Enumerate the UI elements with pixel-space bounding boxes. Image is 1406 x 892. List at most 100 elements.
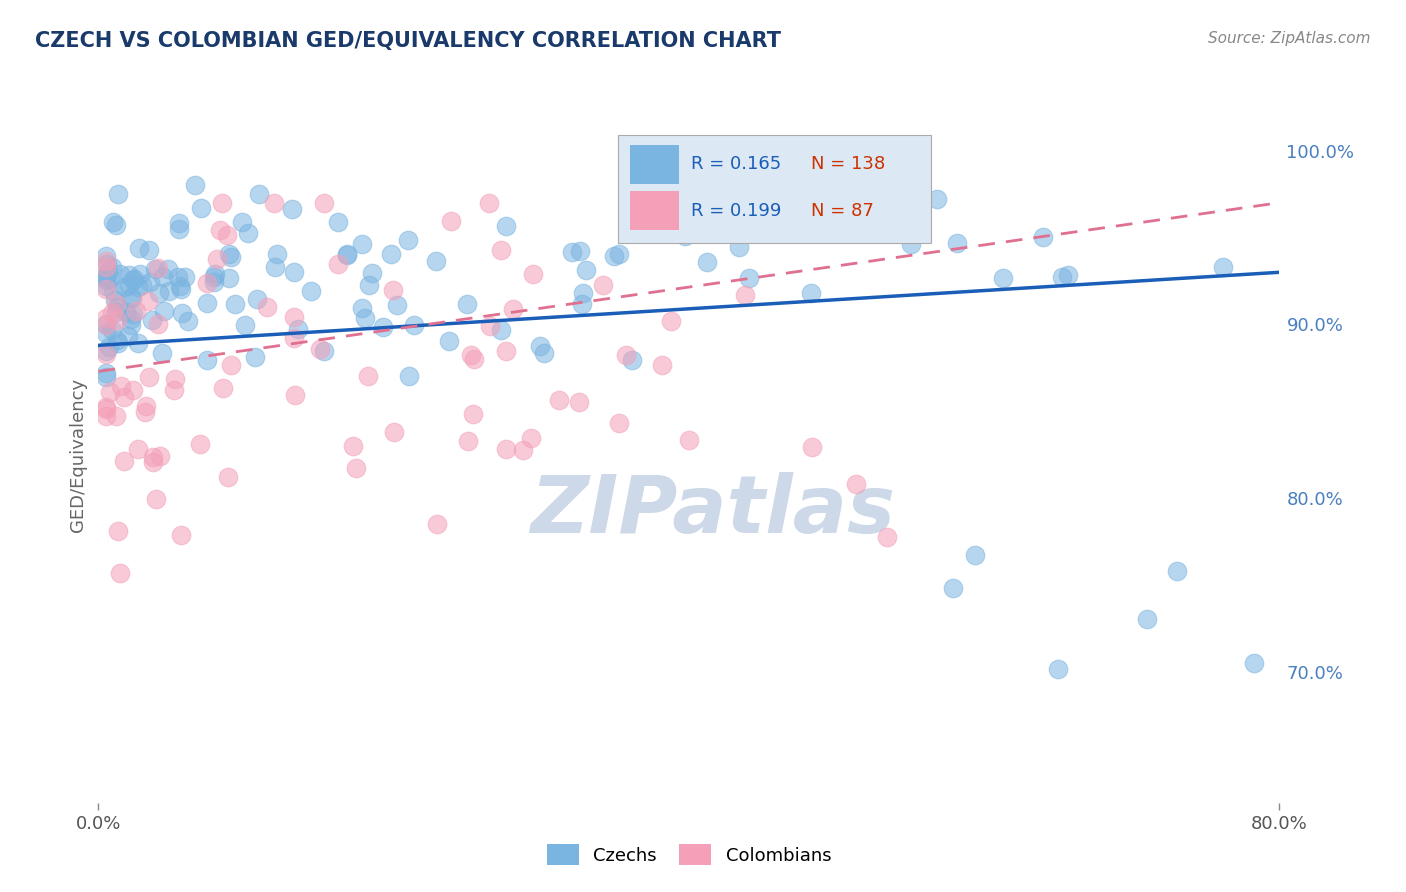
Point bbox=[167, 221, 190, 235]
Point bbox=[190, 201, 212, 215]
Point bbox=[135, 399, 157, 413]
Point bbox=[131, 278, 153, 293]
Point bbox=[221, 359, 243, 373]
Point bbox=[1032, 229, 1054, 244]
Point bbox=[941, 581, 963, 595]
Y-axis label: GED/Equivalency: GED/Equivalency bbox=[69, 378, 87, 532]
Point bbox=[900, 237, 922, 252]
Point bbox=[107, 300, 129, 314]
Point bbox=[357, 369, 380, 384]
Point bbox=[522, 267, 544, 281]
Point bbox=[533, 346, 555, 360]
Point bbox=[350, 301, 373, 315]
Point bbox=[103, 214, 125, 228]
Point bbox=[107, 187, 129, 202]
Point bbox=[326, 215, 349, 229]
Point bbox=[309, 342, 332, 356]
Point bbox=[163, 371, 186, 385]
Point bbox=[98, 340, 121, 354]
Point bbox=[645, 218, 668, 232]
Point bbox=[209, 223, 232, 237]
Point bbox=[105, 219, 128, 233]
Text: ZIPatlas: ZIPatlas bbox=[530, 472, 896, 549]
Point bbox=[188, 437, 211, 451]
Point bbox=[114, 280, 136, 294]
Point bbox=[128, 241, 150, 255]
Point bbox=[202, 275, 225, 289]
Point bbox=[120, 290, 142, 304]
Point bbox=[845, 476, 868, 491]
Point bbox=[115, 304, 138, 318]
Point bbox=[603, 249, 626, 263]
Point bbox=[207, 252, 229, 266]
Point bbox=[721, 208, 744, 222]
Point bbox=[572, 285, 595, 300]
Point bbox=[127, 279, 149, 293]
Point bbox=[495, 343, 517, 358]
Point bbox=[104, 293, 127, 307]
Point bbox=[404, 318, 426, 333]
Point bbox=[174, 269, 197, 284]
Point bbox=[120, 312, 142, 326]
Point bbox=[1166, 564, 1188, 578]
Point bbox=[202, 269, 225, 284]
Point bbox=[94, 400, 117, 414]
Point bbox=[169, 216, 191, 230]
Point bbox=[529, 339, 551, 353]
Point bbox=[1243, 656, 1265, 670]
Point bbox=[108, 267, 131, 281]
FancyBboxPatch shape bbox=[619, 135, 931, 243]
Point bbox=[105, 334, 128, 348]
Point bbox=[382, 425, 405, 439]
Point bbox=[425, 253, 447, 268]
Point bbox=[94, 249, 117, 263]
Point bbox=[263, 195, 285, 210]
Point bbox=[495, 442, 517, 456]
Point bbox=[146, 260, 169, 275]
Point bbox=[344, 461, 367, 475]
Legend: Czechs, Colombians: Czechs, Colombians bbox=[540, 837, 838, 872]
Point bbox=[110, 378, 132, 392]
Point bbox=[314, 195, 336, 210]
Point bbox=[122, 383, 145, 397]
FancyBboxPatch shape bbox=[630, 191, 679, 230]
Point bbox=[163, 383, 186, 397]
Point bbox=[112, 390, 135, 404]
Point bbox=[734, 288, 756, 302]
Point bbox=[426, 517, 449, 532]
Point bbox=[1136, 612, 1159, 626]
Point bbox=[142, 450, 165, 464]
Point bbox=[993, 271, 1015, 285]
Point bbox=[118, 278, 141, 293]
Point bbox=[170, 283, 193, 297]
Point bbox=[440, 214, 463, 228]
Point bbox=[385, 297, 408, 311]
Point bbox=[877, 195, 900, 210]
Point bbox=[197, 295, 219, 310]
Point bbox=[336, 247, 359, 261]
Point bbox=[105, 312, 128, 326]
Point bbox=[1212, 260, 1234, 274]
Point bbox=[94, 318, 117, 332]
Point bbox=[127, 442, 149, 456]
Point bbox=[224, 297, 246, 311]
Point bbox=[183, 178, 205, 193]
Point bbox=[218, 271, 240, 285]
Point bbox=[233, 318, 256, 332]
Text: R = 0.199: R = 0.199 bbox=[692, 202, 782, 220]
Point bbox=[548, 392, 571, 407]
Point bbox=[361, 266, 384, 280]
Point bbox=[118, 268, 141, 283]
Point bbox=[98, 385, 121, 400]
Point bbox=[478, 195, 501, 210]
Point bbox=[101, 323, 124, 337]
Point bbox=[141, 313, 163, 327]
Point bbox=[204, 267, 226, 281]
Point bbox=[211, 195, 233, 210]
Point bbox=[172, 306, 194, 320]
Point bbox=[460, 348, 482, 362]
Point bbox=[673, 229, 696, 244]
Point bbox=[152, 269, 174, 284]
Point bbox=[247, 186, 270, 201]
Text: R = 0.165: R = 0.165 bbox=[692, 155, 782, 173]
